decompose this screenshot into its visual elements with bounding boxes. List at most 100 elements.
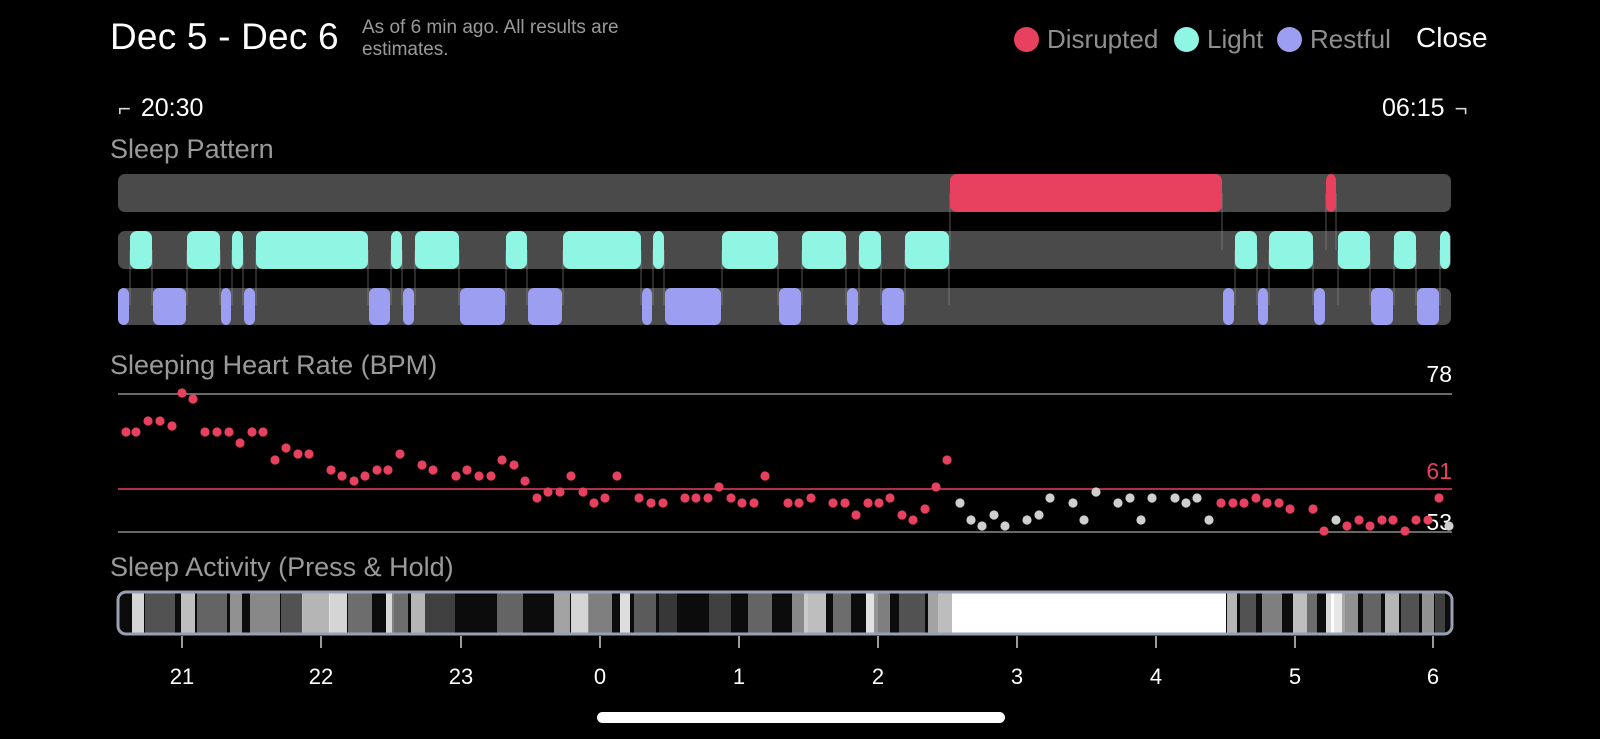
hour-label: 23 [448, 664, 474, 689]
heart-rate-point [989, 510, 999, 520]
heart-rate-point [1079, 515, 1089, 525]
heart-rate-point [908, 515, 918, 525]
heart-rate-point [794, 498, 804, 508]
light-segment [256, 231, 368, 269]
light-segment [905, 231, 949, 269]
activity-band [1342, 592, 1358, 634]
heart-rate-point [691, 493, 701, 503]
heart-rate-point [1400, 526, 1410, 536]
heart-rate-point [589, 498, 599, 508]
light-segment [506, 231, 527, 269]
activity-band [1435, 592, 1445, 634]
hour-label: 4 [1149, 664, 1163, 689]
home-indicator[interactable] [597, 712, 1005, 723]
heart-rate-point [451, 471, 461, 481]
heart-rate-point [1000, 521, 1010, 531]
heart-rate-point [1331, 515, 1341, 525]
activity-band [1401, 592, 1419, 634]
legend-disrupted-label: Disrupted [1047, 24, 1159, 54]
hour-label: 21 [169, 664, 195, 689]
heart-rate-point [1411, 515, 1421, 525]
legend-restful: Restful [1277, 24, 1391, 55]
heart-rate-point [783, 498, 793, 508]
end-bracket-icon: ¬ [1454, 95, 1468, 121]
close-button[interactable]: Close [1416, 22, 1488, 53]
heart-rate-point [1423, 515, 1433, 525]
heart-rate-point [281, 443, 291, 453]
heart-rate-point [177, 388, 187, 398]
restful-segment [369, 288, 390, 325]
range-end: 06:15 ¬ [1382, 94, 1467, 123]
heart-rate-point [1228, 498, 1238, 508]
activity-band [588, 592, 612, 634]
activity-band [874, 592, 890, 634]
range-end-label: 06:15 [1382, 94, 1445, 122]
activity-band [281, 592, 303, 634]
heart-rate-point [851, 510, 861, 520]
heart-rate-point [1136, 515, 1146, 525]
heart-rate-point [1342, 521, 1352, 531]
heart-rate-point [806, 493, 816, 503]
heart-rate-point [1444, 521, 1454, 531]
heart-rate-point [1068, 498, 1078, 508]
heart-rate-point [828, 498, 838, 508]
restful-segment [1314, 288, 1325, 325]
heart-rate-point [760, 471, 770, 481]
heart-rate-point [486, 471, 496, 481]
activity-band [709, 592, 731, 634]
heart-rate-point [383, 465, 393, 475]
heart-rate-point [1034, 510, 1044, 520]
heart-rate-point [714, 482, 724, 492]
heart-rate-point [1354, 515, 1364, 525]
heart-rate-point [1308, 504, 1318, 514]
heart-rate-point [555, 487, 565, 497]
activity-band [392, 592, 408, 634]
heart-rate-point [212, 427, 222, 437]
activity-band [1326, 592, 1334, 634]
hour-label: 5 [1288, 664, 1302, 689]
heart-rate-point [680, 493, 690, 503]
hour-label: 3 [1010, 664, 1024, 689]
heart-rate-point [520, 476, 530, 486]
heart-rate-point [474, 471, 484, 481]
activity-band [497, 592, 523, 634]
heart-rate-point [1251, 493, 1261, 503]
restful-segment [403, 288, 414, 325]
heart-rate-point [840, 498, 850, 508]
restful-segment [153, 288, 186, 325]
heart-rate-point [167, 421, 177, 431]
light-segment [653, 231, 664, 269]
restful-segment [118, 288, 129, 325]
heart-rate-point [349, 476, 359, 486]
heart-rate-point [372, 465, 382, 475]
disrupted-segment [950, 174, 1222, 212]
heart-rate-point [885, 493, 895, 503]
heart-rate-point [737, 498, 747, 508]
hour-label: 22 [308, 664, 334, 689]
heart-rate-point [612, 471, 622, 481]
heart-rate-point [1181, 498, 1191, 508]
light-segment [1338, 231, 1370, 269]
heart-rate-point [1170, 493, 1180, 503]
hr-max-label: 78 [1426, 361, 1452, 387]
disrupted-track [118, 174, 1451, 212]
date-range-title: Dec 5 - Dec 6 [110, 16, 339, 57]
estimate-note: As of 6 min ago. All results are estimat… [362, 17, 619, 60]
activity-band [386, 592, 394, 634]
light-color-dot [1174, 27, 1199, 52]
activity-band [659, 592, 677, 634]
heart-rate-heading: Sleeping Heart Rate (BPM) [110, 350, 438, 380]
heart-rate-point [600, 493, 610, 503]
hr-average-label: 61 [1426, 458, 1452, 484]
heart-rate-point [1262, 498, 1272, 508]
activity-strip [118, 592, 1452, 634]
heart-rate-point [543, 487, 553, 497]
range-start-label: 20:30 [140, 94, 204, 122]
activity-band [250, 592, 280, 634]
heart-rate-point [863, 498, 873, 508]
activity-band [899, 592, 925, 634]
heart-rate-point [428, 465, 438, 475]
activity-band [571, 592, 589, 634]
hour-axis: 21 22 23 0 1 2 3 4 5 6 [0, 664, 1600, 694]
heart-rate-point [897, 510, 907, 520]
